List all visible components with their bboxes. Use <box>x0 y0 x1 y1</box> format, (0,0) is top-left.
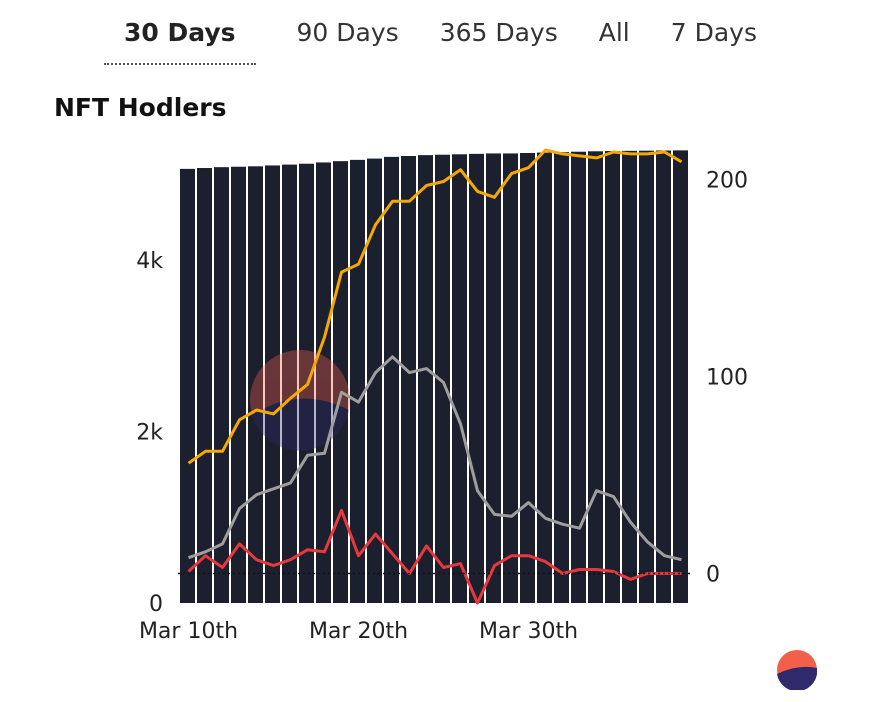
left-axis-tick: 0 <box>149 592 163 617</box>
right-axis: 0 100 200 <box>706 169 748 588</box>
bar-5 <box>265 165 280 603</box>
bar-8 <box>316 162 331 603</box>
bar-2 <box>214 167 229 603</box>
chart-title: NFT Hodlers <box>54 93 227 122</box>
x-axis: Mar 10th Mar 20th Mar 30th <box>139 619 578 644</box>
bar-18 <box>486 153 501 603</box>
bar-1 <box>197 168 212 604</box>
time-range-tabs: 30 Days 90 Days 365 Days All 7 Days <box>104 18 798 65</box>
bar-21 <box>537 152 552 604</box>
tab-7-days[interactable]: 7 Days <box>670 18 757 47</box>
bar-13 <box>401 156 416 603</box>
brand-logo-icon <box>777 650 817 690</box>
right-axis-tick: 100 <box>706 366 748 391</box>
tab-365-days[interactable]: 365 Days <box>439 18 558 47</box>
bar-28 <box>656 150 671 603</box>
x-axis-tick: Mar 10th <box>139 619 238 644</box>
left-axis-tick: 4k <box>136 249 163 274</box>
bar-17 <box>469 153 484 604</box>
bar-27 <box>639 150 654 603</box>
tab-90-days[interactable]: 90 Days <box>296 18 399 47</box>
watermark-logo <box>250 350 350 450</box>
bar-12 <box>384 156 399 603</box>
bar-group <box>180 150 688 604</box>
tab-30-days[interactable]: 30 Days <box>104 18 256 65</box>
right-axis-tick: 200 <box>706 169 748 194</box>
tab-all[interactable]: All <box>598 18 630 47</box>
bar-11 <box>367 158 382 604</box>
bar-29 <box>673 150 688 603</box>
bar-26 <box>622 150 637 603</box>
bar-22 <box>554 152 569 603</box>
left-axis-tick: 2k <box>136 420 163 445</box>
bar-3 <box>231 166 246 604</box>
left-axis: 0 2k 4k <box>136 249 163 617</box>
bar-20 <box>520 153 535 603</box>
bar-15 <box>435 154 450 603</box>
right-axis-tick: 0 <box>706 562 720 587</box>
bar-24 <box>588 151 603 603</box>
bar-0 <box>180 168 195 603</box>
bar-10 <box>350 159 365 604</box>
bar-25 <box>605 151 620 603</box>
bar-23 <box>571 151 586 603</box>
bar-16 <box>452 154 467 603</box>
red-line-series <box>187 508 682 605</box>
bar-6 <box>282 164 297 604</box>
orange-line-series <box>187 148 683 465</box>
x-axis-tick: Mar 20th <box>309 619 408 644</box>
watermark <box>250 350 350 451</box>
gray-line-series <box>188 355 682 562</box>
bar-14 <box>418 155 433 604</box>
x-axis-tick: Mar 30th <box>479 619 578 644</box>
bar-19 <box>503 153 518 603</box>
line-group <box>187 148 683 605</box>
